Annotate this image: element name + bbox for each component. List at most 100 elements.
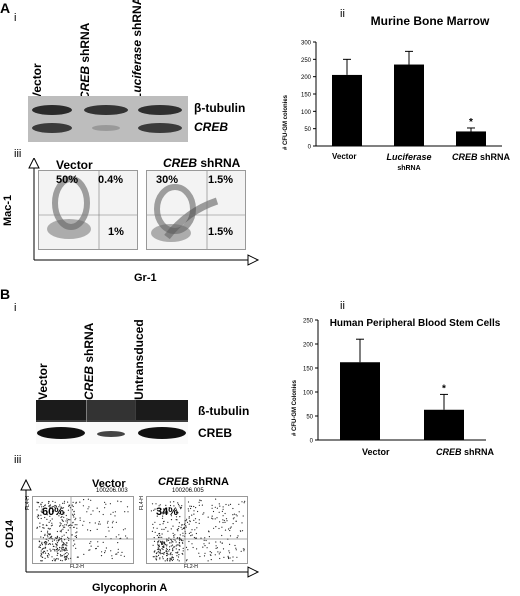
dots-b-0-dot [106,522,109,524]
dots-b-0-dot [41,541,43,543]
blot-b-label-creb: CREB [198,426,233,440]
dots-b-0-dot [92,510,94,512]
dots-b-0-dot [57,540,60,542]
chart-b-significance-1: * [442,383,446,394]
dots-b-0-dot [65,556,67,558]
dots-b-1-dot [190,531,192,533]
dots-b-0-dot [51,540,54,542]
dots-b-0-dot [61,545,63,547]
dots-b-1-dot [243,548,245,550]
dots-b-0-dot [59,547,61,549]
dots-b-1-dot [152,556,154,558]
dots-b-1-dot [175,548,177,550]
dots-b-1-dot [172,558,174,560]
dots-b-1-dot [182,542,184,544]
dots-b-0-dot [46,532,49,534]
dots-b-0-dot [62,543,64,546]
dots-b-1-dot [157,554,160,556]
dots-b-0-dot [68,505,70,507]
dots-b-1-dot [153,540,156,542]
dots-b-0-dot [64,526,66,528]
dots-b-0-dot [89,522,91,524]
dots-b-0-dot [112,520,114,522]
dots-b-1-dot [229,557,231,559]
dots-b-1-dot [195,507,197,509]
dots-b-1-dot [214,506,216,508]
dots-b-0-dot [61,560,63,562]
dots-b-0-dot [43,547,45,549]
dots-b-0-dot [63,500,66,502]
dots-b-1-dot [186,521,189,523]
dots-b-0-dot [111,555,113,557]
dots-b-0-dot [90,513,92,515]
dots-b-1-dot [180,508,182,510]
chart-a-ytick-label-6: 300 [301,41,312,47]
dots-b-1-dot [178,525,180,528]
dots-b-0-dot [40,560,42,562]
dots-b-0-dot [59,504,61,506]
panel-a-letter: A [0,0,11,16]
chart-b-ytick-label-5: 250 [303,319,314,325]
dots-b-1-dot [242,515,244,517]
dots-b-0-dot [61,535,63,537]
dots-b-1-dot [228,557,230,560]
dots-b-1-dot [152,523,154,525]
dots-b-1-dot [227,555,229,557]
chart-a-cat-0: Vector [332,152,357,161]
dots-b-1-dot [212,510,215,513]
dots-b-1-dot [154,550,156,552]
flow-a-creb-plot [146,170,246,250]
dots-b-1-dot [169,504,172,507]
dots-b-0-dot [41,553,43,555]
dots-b-1-dot [219,505,221,507]
dots-b-0-dot [51,522,53,524]
dots-b-0-dot [47,536,49,538]
blot-b-lane-untransduced: Untransduced [132,319,146,400]
dots-b-1-dot [151,530,153,532]
dots-b-1-dot [204,545,206,547]
dots-b-1-dot [182,540,184,542]
flow-b-file-id-1: 100206.005 [172,488,204,494]
chart-a-ytick-label-4: 200 [301,75,312,81]
dots-b-1-dot [156,515,158,517]
dots-b-0-dot [65,558,67,560]
dots-b-1-dot [176,537,178,539]
dots-b-1-dot [219,521,221,523]
dots-b-1-dot [179,544,181,546]
chart-b-ytick-label-1: 50 [306,415,313,421]
dots-b-0-dot [41,556,43,558]
dots-b-1-dot [181,528,183,530]
dots-b-1-dot [173,536,175,538]
dots-b-1-dot [212,518,214,520]
dots-b-1-dot [188,516,190,518]
western-blot-a [28,96,188,142]
dots-b-0-dot [51,524,53,526]
dots-b-1-dot [163,520,165,522]
dots-b-0-dot [57,549,59,551]
dots-b-0-dot [65,524,68,526]
dots-b-0-dot [60,555,62,557]
dots-b-0-dot [59,522,61,524]
chart-b-title: Human Peripheral Blood Stem Cells [329,318,501,329]
dots-b-0-dot [122,529,125,531]
dots-b-0-dot [60,523,62,525]
dots-b-0-dot [105,547,107,549]
western-blot-b [36,400,188,444]
dots-b-1-dot [161,517,164,519]
dots-b-1-dot [238,511,240,513]
panel-a-i-label: i [14,12,17,24]
dots-b-1-dot [213,527,215,529]
flow-a-vector-dots [39,171,137,249]
dots-b-0-dot [39,526,41,528]
dots-b-1-dot [163,553,165,555]
dots-b-1-dot [203,555,206,557]
dots-b-1-dot [170,515,172,517]
dots-b-1-dot [216,517,218,519]
dots-b-0-dot [104,550,106,552]
dots-b-0-dot [40,552,42,554]
dots-b-0-dot [54,560,56,562]
dots-b-1-dot [161,536,163,538]
dots-b-0-dot [59,524,62,526]
dots-b-0-dot [41,542,43,545]
dots-b-1-dot [168,539,170,541]
